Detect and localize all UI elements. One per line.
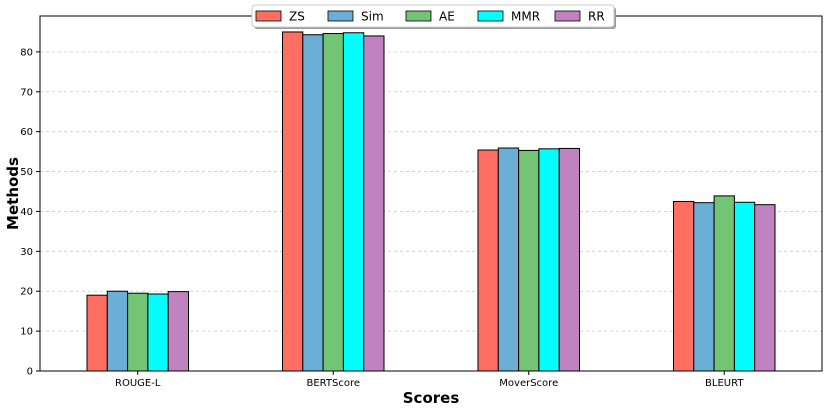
x-axis-title: Scores <box>403 389 460 407</box>
bar-sim-rouge-l <box>106 290 129 372</box>
bar-ae-bertscore <box>322 33 344 372</box>
bar-mmr-rouge-l <box>147 293 169 372</box>
bar-ae-rouge-l <box>127 292 149 372</box>
x-tick-label: ROUGE-L <box>115 378 161 389</box>
legend-label-mmr: MMR <box>511 10 540 24</box>
legend-swatch-sim <box>327 10 354 22</box>
bar-mmr-bleurt <box>733 201 756 372</box>
legend-label-zs: ZS <box>289 10 305 24</box>
y-tick-label: 60 <box>20 127 33 138</box>
x-axis: ROUGE-L BERTScore MoverScore BLEURT <box>115 371 744 389</box>
bars <box>86 31 776 372</box>
bar-sim-moverscore <box>497 147 520 372</box>
legend-label-rr: RR <box>588 10 605 24</box>
bar-rr-rouge-l <box>167 291 189 372</box>
legend-swatch-mmr <box>477 10 504 22</box>
gridlines <box>40 51 822 332</box>
x-tick-label: BLEURT <box>705 378 744 389</box>
bar-mmr-moverscore <box>538 148 560 372</box>
bar-rr-bleurt <box>754 204 776 372</box>
legend-swatch-zs <box>255 10 282 22</box>
legend-swatch-rr <box>554 10 581 22</box>
legend-box <box>251 4 615 28</box>
legend-label-ae: AE <box>439 10 455 24</box>
bar-zs-rouge-l <box>86 294 108 372</box>
bar-sim-bleurt <box>693 202 715 372</box>
bar-ae-bleurt <box>713 195 735 372</box>
y-tick-label: 10 <box>20 327 33 338</box>
y-tick-label: 70 <box>20 87 33 98</box>
y-axis: 0 10 20 30 40 50 60 70 80 <box>20 47 40 378</box>
y-tick-label: 50 <box>20 167 33 178</box>
bar-rr-moverscore <box>558 147 581 372</box>
y-tick-label: 0 <box>27 367 33 378</box>
bar-zs-bertscore <box>282 31 304 372</box>
x-tick-label: BERTScore <box>306 378 360 389</box>
y-tick-label: 80 <box>20 47 33 58</box>
y-tick-label: 40 <box>20 207 33 218</box>
x-tick-label: MoverScore <box>499 378 558 389</box>
bar-zs-bleurt <box>673 200 695 372</box>
legend-label-sim: Sim <box>361 10 384 24</box>
bar-zs-moverscore <box>477 149 499 372</box>
bar-mmr-bertscore <box>342 32 365 372</box>
bar-sim-bertscore <box>302 34 324 372</box>
bar-ae-moverscore <box>518 149 540 372</box>
y-tick-label: 30 <box>20 247 33 258</box>
y-axis-title: Methods <box>4 157 22 230</box>
y-tick-label: 20 <box>20 287 33 298</box>
legend: ZS Sim AE MMR RR <box>251 4 616 29</box>
legend-swatch-ae <box>405 10 432 22</box>
bar-rr-bertscore <box>363 35 385 372</box>
